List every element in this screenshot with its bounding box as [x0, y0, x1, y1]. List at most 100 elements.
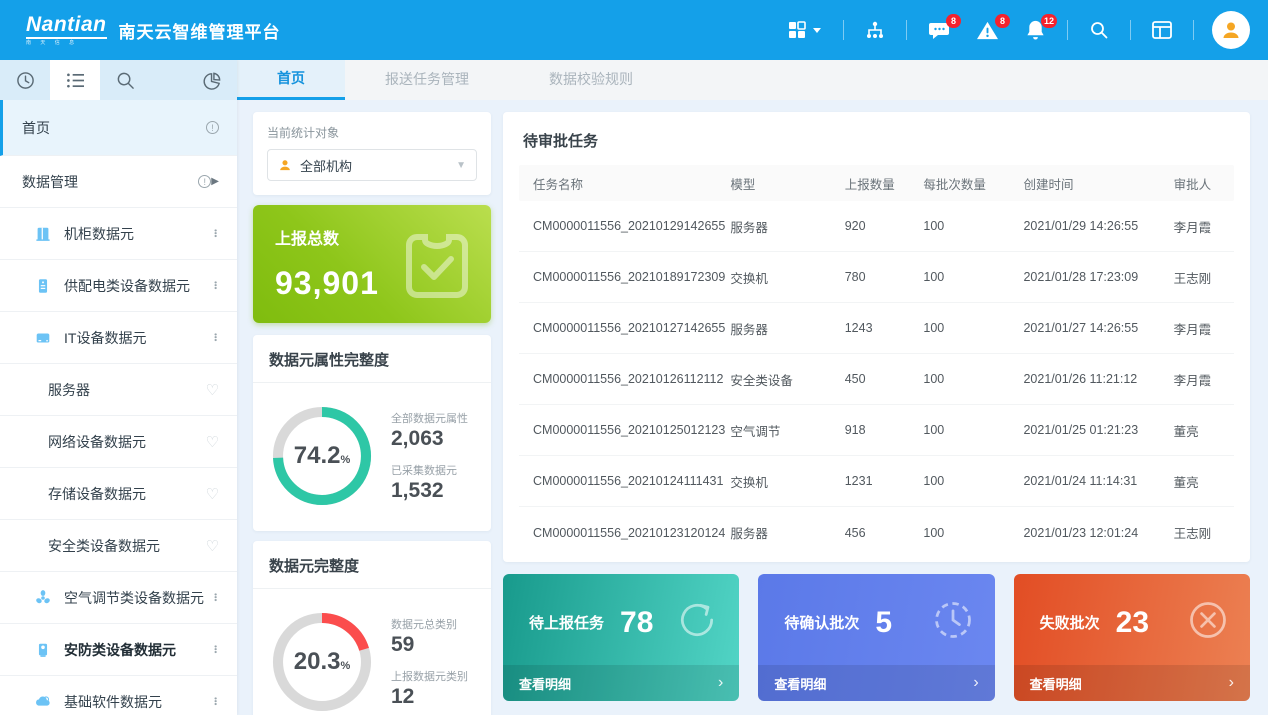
sidebar-item-label: IT设备数据元	[64, 329, 147, 346]
favorite-heart-icon[interactable]: ♡	[205, 433, 219, 451]
item-more-dots-icon[interactable]: •••	[211, 229, 220, 238]
cell: 李月霞	[1173, 322, 1212, 337]
table-header-row: 任务名称 模型 上报数量 每批次数量 创建时间 审批人	[519, 165, 1234, 201]
cell: 服务器	[730, 527, 768, 541]
content-tab-0[interactable]: 首页	[237, 60, 345, 100]
tab-menu-list[interactable]	[50, 60, 100, 100]
main-area: 首页 报送任务管理 数据校验规则 当前统计对象 全部机构 ▼	[237, 60, 1268, 715]
messages-button[interactable]: 8	[915, 0, 963, 60]
table-row-2[interactable]: CM0000011556_20210127142655 服务器 1243 100 202…	[519, 303, 1234, 354]
global-search-button[interactable]	[1076, 0, 1122, 60]
sidebar-item-label: 空气调节类设备数据元	[64, 589, 204, 606]
chevron-right-icon: ›	[718, 674, 724, 691]
item-more-dots-icon[interactable]: •••	[211, 281, 220, 290]
cell: 100	[923, 219, 945, 233]
cell: CM0000011556_20210124111431	[533, 474, 724, 488]
table-row-0[interactable]: CM0000011556_20210129142655 服务器 920 100 2021…	[519, 201, 1234, 252]
chart-title: 数据元完整度	[253, 541, 491, 589]
view-detail-link[interactable]: 查看明细 ›	[503, 665, 740, 701]
summary-label: 失败批次	[1039, 615, 1100, 632]
summary-label: 待确认批次	[784, 615, 860, 632]
summary-card-1[interactable]: 待确认批次 5 查看明细 ›	[758, 574, 995, 701]
sidebar-item-8[interactable]: 安全类设备数据元 ♡	[0, 520, 237, 572]
notifications-button[interactable]: 12	[1012, 0, 1059, 60]
table-row-5[interactable]: CM0000011556_20210124111431 交换机 1231 100 202…	[519, 456, 1234, 507]
column-header-4: 创建时间	[1023, 177, 1074, 192]
chart-title: 数据元属性完整度	[253, 335, 491, 383]
cell: CM0000011556_20210129142655	[533, 219, 726, 233]
sidebar-item-label: 服务器	[48, 381, 90, 398]
item-more-dots-icon[interactable]: •••	[211, 593, 220, 602]
sidebar-item-10[interactable]: 安防类设备数据元 •••	[0, 624, 237, 676]
expand-arrow-icon[interactable]: ▶	[211, 176, 219, 187]
summary-value: 23	[1115, 605, 1150, 639]
content-tab-1[interactable]: 报送任务管理	[385, 71, 469, 87]
content-tabbar: 首页 报送任务管理 数据校验规则	[237, 60, 1268, 100]
sidebar-item-1[interactable]: 数据管理! ▶	[0, 156, 237, 208]
main-column: 待审批任务 任务名称 模型 上报数量 每批次数量 创建时间 审批人 CM000001155…	[503, 112, 1250, 715]
table-row-1[interactable]: CM0000011556_20210189172309 交换机 780 100 2021…	[519, 252, 1234, 303]
organization-select[interactable]: 全部机构 ▼	[267, 149, 477, 181]
cell: 李月霞	[1173, 373, 1212, 388]
topology-button[interactable]	[852, 0, 898, 60]
report-total-card[interactable]: 上报总数 93,901	[253, 205, 491, 323]
sidebar-item-label: 机柜数据元	[64, 225, 134, 242]
cell: 李月霞	[1173, 220, 1212, 235]
divider	[906, 20, 907, 40]
sidebar-menu: 首页! 数据管理! ▶ 机柜数据元 ••• 供配电类设备数据元 ••• IT设备数据元 ••• 服…	[0, 100, 237, 715]
sidebar-item-4[interactable]: IT设备数据元 •••	[0, 312, 237, 364]
cell: 100	[923, 474, 945, 488]
column-header-1: 模型	[730, 177, 756, 192]
column-header-3: 每批次数量	[923, 177, 986, 192]
tab-search[interactable]	[100, 60, 150, 100]
divider	[1067, 20, 1068, 40]
favorite-heart-icon[interactable]: ♡	[205, 537, 219, 555]
filter-label: 当前统计对象	[267, 126, 340, 140]
apps-menu-button[interactable]	[774, 0, 835, 60]
item-more-dots-icon[interactable]: •••	[211, 697, 220, 706]
tab-analytics[interactable]	[187, 60, 237, 100]
user-avatar[interactable]	[1212, 11, 1250, 49]
close-circle-icon	[1186, 598, 1230, 647]
view-detail-link[interactable]: 查看明细 ›	[758, 665, 995, 701]
view-detail-link[interactable]: 查看明细 ›	[1013, 665, 1250, 701]
attr-completeness-card: 数据元属性完整度 74.2%	[253, 335, 491, 531]
sidebar-item-2[interactable]: 机柜数据元 •••	[0, 208, 237, 260]
sidebar-item-7[interactable]: 存储设备数据元 ♡	[0, 468, 237, 520]
table-row-3[interactable]: CM0000011556_20210126112112 安全类设备 450 100 20…	[519, 354, 1234, 405]
favorite-heart-icon[interactable]: ♡	[205, 381, 219, 399]
cloud-icon	[34, 693, 52, 711]
layout-button[interactable]	[1139, 0, 1185, 60]
summary-label: 待上报任务	[529, 615, 605, 632]
column-header-2: 上报数量	[844, 177, 895, 192]
cell: CM0000011556_20210127142655	[533, 321, 726, 335]
sidebar-item-3[interactable]: 供配电类设备数据元 •••	[0, 260, 237, 312]
alerts-button[interactable]: 8	[963, 0, 1012, 60]
cell: 2021/01/25 01:21:23	[1023, 423, 1139, 437]
favorite-heart-icon[interactable]: ♡	[205, 485, 219, 503]
sidebar-item-label: 首页	[22, 119, 50, 136]
logo-text: Nantian	[26, 14, 107, 39]
sidebar-item-5[interactable]: 服务器 ♡	[0, 364, 237, 416]
item-more-dots-icon[interactable]: •••	[211, 645, 220, 654]
table-row-6[interactable]: CM0000011556_20210123120124 服务器 456 100 2021…	[519, 507, 1234, 558]
tab-history[interactable]	[0, 60, 50, 100]
cell: 交换机	[730, 271, 768, 286]
item-more-dots-icon[interactable]: •••	[211, 333, 220, 342]
cell: 2021/01/26 11:21:12	[1023, 372, 1138, 386]
app-title: 南天云智维管理平台	[118, 22, 281, 42]
summary-card-2[interactable]: 失败批次 23 查看明细 ›	[1013, 574, 1250, 701]
cell: 2021/01/29 14:26:55	[1023, 219, 1139, 233]
content-tab-2[interactable]: 数据校验规则	[549, 71, 633, 87]
element-completeness-card: 数据元完整度 20.3%	[253, 541, 491, 715]
chevron-right-icon: ›	[973, 674, 979, 691]
sidebar-item-6[interactable]: 网络设备数据元 ♡	[0, 416, 237, 468]
summary-card-0[interactable]: 待上报任务 78 查看明细 ›	[503, 574, 740, 701]
donut-body: 20.3% 数据元总类别 59 上报数据元类别 12	[253, 589, 491, 715]
cell: 918	[844, 423, 866, 437]
cell: 450	[844, 372, 866, 386]
sidebar-item-0[interactable]: 首页!	[0, 100, 237, 156]
table-row-4[interactable]: CM0000011556_20210125012123 空气调节 918 100 202…	[519, 405, 1234, 456]
sidebar-item-9[interactable]: 空气调节类设备数据元 •••	[0, 572, 237, 624]
sidebar-item-11[interactable]: 基础软件数据元 •••	[0, 676, 237, 715]
